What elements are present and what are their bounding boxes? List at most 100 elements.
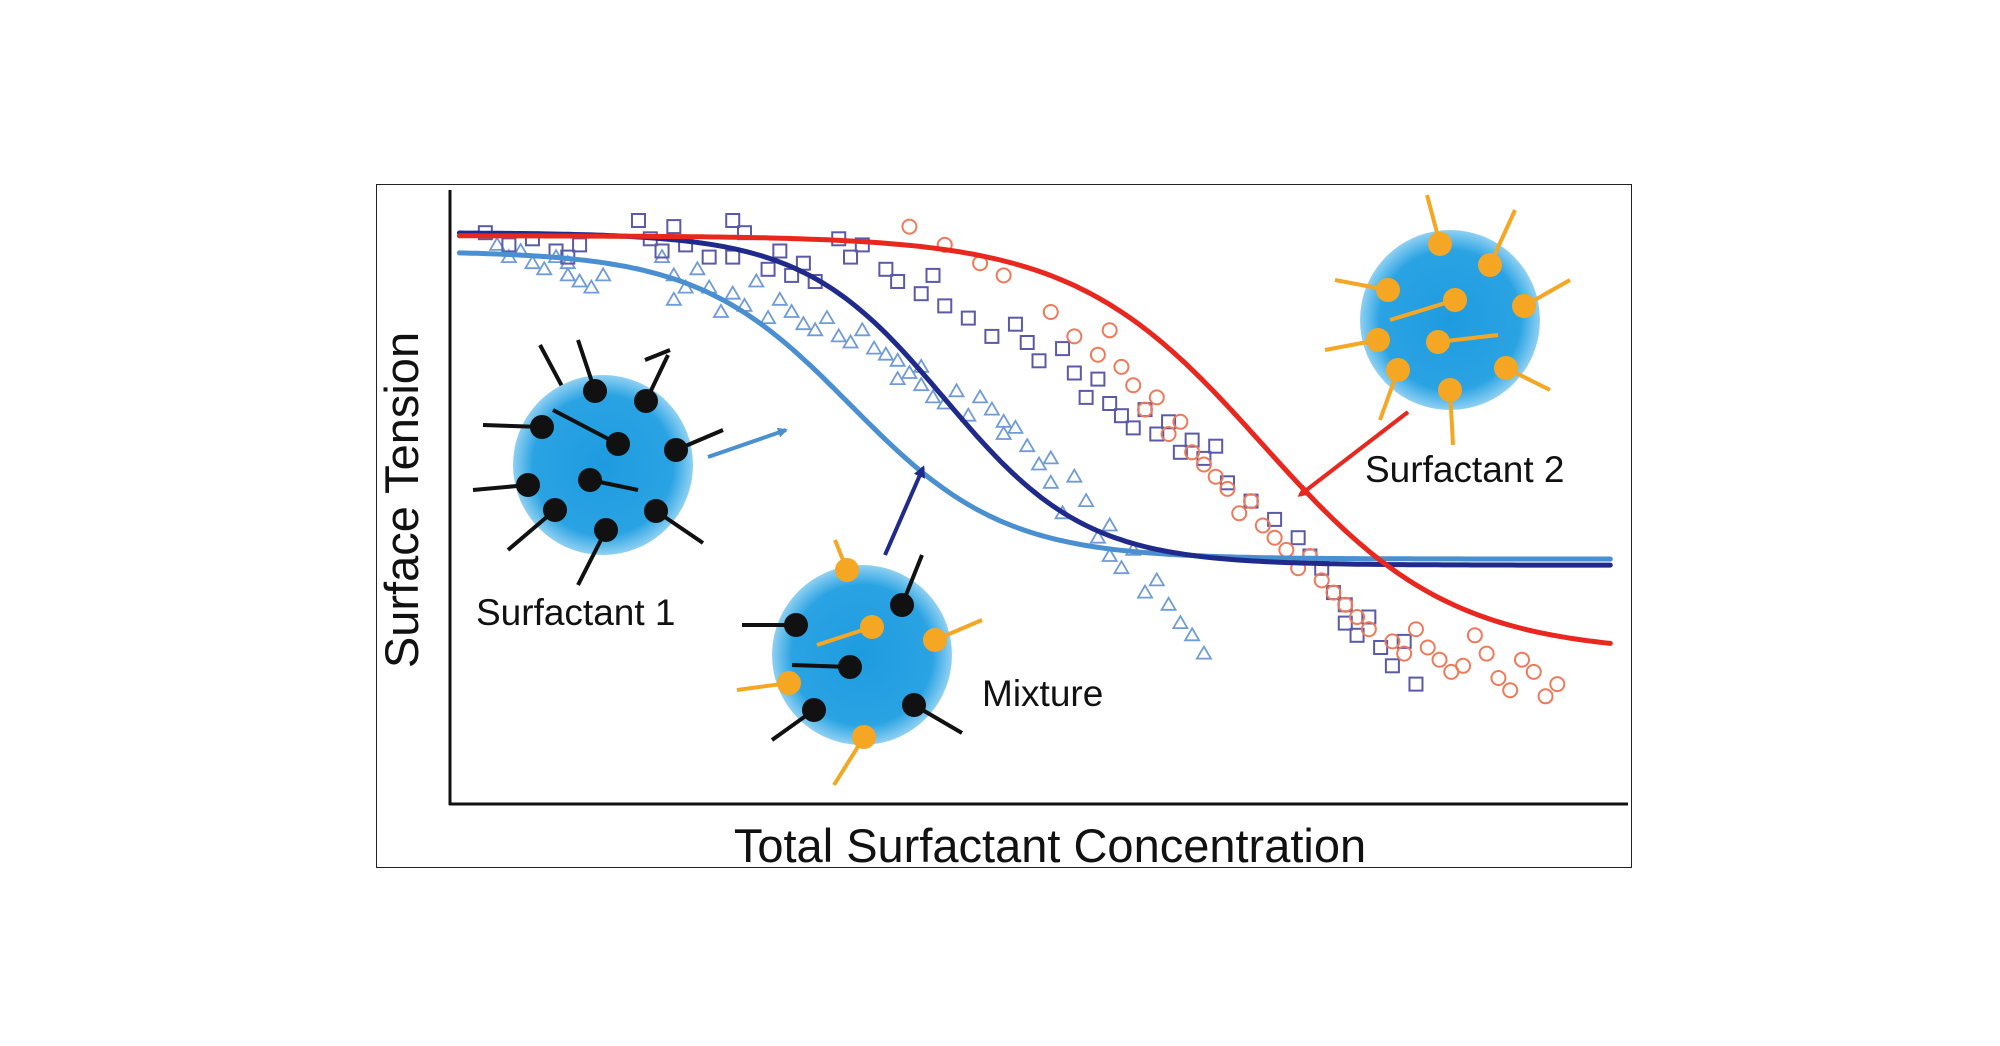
data-point-circle (1313, 572, 1330, 589)
data-point-triangle (995, 425, 1013, 440)
surfactant-head (835, 558, 859, 582)
data-point-triangle (665, 291, 683, 306)
surfactant-head (890, 593, 914, 617)
data-point-triangle (1101, 516, 1119, 532)
data-point-triangle (1077, 492, 1095, 507)
data-point-circle (1384, 633, 1401, 650)
data-point-square (843, 249, 859, 265)
data-point-square (630, 213, 646, 228)
data-point-circle (1231, 505, 1248, 522)
data-point-triangle (853, 321, 871, 337)
data-point-circle (1431, 651, 1448, 668)
data-point-square (1290, 530, 1306, 546)
data-point-triangle (889, 370, 907, 385)
data-point-square (854, 237, 870, 253)
data-point-square (1066, 365, 1082, 381)
surfactant-head (802, 698, 826, 722)
data-point-triangle (912, 376, 930, 392)
data-point-square (1019, 335, 1035, 350)
arrow-mixture (883, 465, 925, 556)
data-point-square (1267, 511, 1283, 527)
data-point-circle (1125, 377, 1142, 394)
data-point-circle (1172, 413, 1189, 430)
surfactant-head (1386, 358, 1410, 382)
data-point-triangle (747, 272, 765, 288)
micelle-surfactant2-icon (1324, 194, 1571, 446)
data-point-triangle (818, 309, 836, 324)
data-point-circle (1478, 645, 1495, 662)
data-point-circle (1419, 639, 1436, 656)
surfactant-head (1426, 330, 1450, 354)
data-point-triangle (1101, 547, 1119, 562)
data-point-triangle (724, 284, 742, 300)
surfactant-head (664, 438, 688, 462)
data-point-circle (1066, 328, 1083, 345)
data-point-circle (1266, 529, 1283, 546)
data-point-triangle (759, 309, 777, 324)
data-point-triangle (1195, 644, 1213, 660)
data-point-circle (901, 218, 918, 235)
data-point-square (937, 298, 953, 314)
data-point-circle (1113, 358, 1130, 375)
data-point-triangle (1089, 528, 1107, 544)
data-point-circle (1349, 609, 1366, 625)
data-point-triangle (1136, 583, 1154, 599)
surfactant-head (1438, 378, 1462, 402)
label-mixture: Mixture (982, 673, 1103, 714)
data-point-circle (1089, 346, 1106, 363)
data-point-square (1196, 450, 1212, 466)
data-point-triangle (559, 254, 577, 270)
data-point-square (1408, 676, 1424, 692)
y-axis-title: Surface Tension (375, 332, 428, 668)
data-point-circle (1407, 621, 1424, 638)
data-point-square (1184, 432, 1200, 448)
x-axis-title: Total Surfactant Concentration (734, 819, 1366, 872)
data-point-triangle (959, 406, 977, 422)
surfactant-head (784, 613, 808, 637)
data-point-circle (1254, 517, 1271, 534)
data-point-circle (1042, 304, 1059, 320)
data-point-square (1102, 396, 1118, 411)
data-point-triangle (1160, 596, 1178, 611)
data-point-triangle (806, 321, 824, 337)
data-point-circle (995, 267, 1012, 284)
data-point-square (654, 243, 670, 259)
data-point-circle (1243, 493, 1260, 510)
data-point-triangle (841, 333, 860, 349)
data-point-square (572, 237, 588, 253)
surfactant-head (583, 379, 607, 403)
data-point-triangle (1030, 455, 1048, 471)
data-point-triangle (794, 315, 812, 331)
data-point-square (1384, 658, 1400, 674)
data-point-triangle (971, 388, 989, 404)
data-point-square (1373, 640, 1389, 655)
data-point-triangle (1065, 467, 1083, 483)
data-point-circle (1325, 584, 1342, 601)
data-point-triangle (947, 382, 966, 398)
data-point-circle (1396, 645, 1413, 662)
data-point-triangle (523, 254, 542, 270)
arrow-surfactant2 (1297, 410, 1410, 497)
data-point-triangle (900, 364, 918, 379)
surfactant-head (1443, 288, 1467, 312)
label-surfactant2: Surfactant 2 (1365, 449, 1565, 490)
data-point-square (725, 249, 741, 265)
data-point-square (1208, 438, 1224, 454)
surfactant-head (1376, 278, 1400, 302)
data-point-triangle (1112, 559, 1131, 575)
data-point-triangle (877, 345, 895, 361)
data-point-square (1031, 353, 1047, 369)
data-point-triangle (771, 291, 789, 306)
surfactant-head (902, 693, 926, 717)
data-point-square (1349, 627, 1365, 643)
data-point-square (772, 243, 788, 259)
data-point-circle (1207, 468, 1224, 485)
surfactant-head (1494, 356, 1518, 380)
surfactant-head (923, 628, 947, 652)
fit-curve-0 (456, 250, 1613, 562)
surfactant-tail (552, 408, 619, 446)
data-point-circle (1525, 663, 1542, 680)
surfactant-head (1366, 328, 1390, 352)
data-point-square (1161, 414, 1177, 430)
data-point-triangle (995, 413, 1013, 428)
